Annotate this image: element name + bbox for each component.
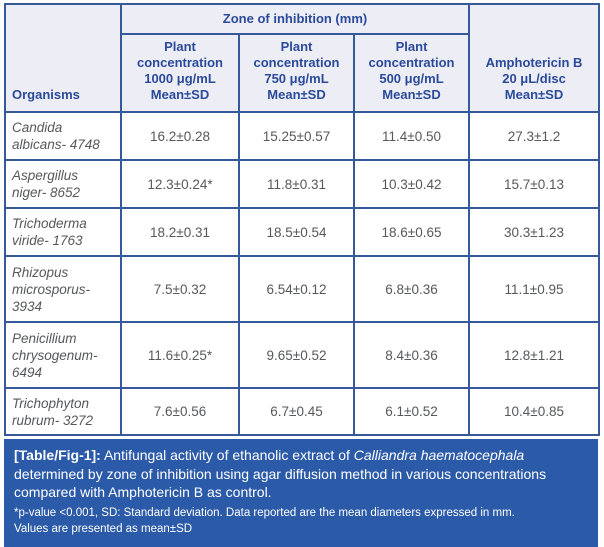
organism-cell: Candida albicans- 4748 [4,111,122,161]
value-cell: 10.4±0.85 [468,387,601,436]
value-cell: 30.3±1.23 [468,207,601,257]
table-row-aspergillus-niger: Aspergillus niger- 8652 12.3±0.24* 11.8±… [4,159,601,209]
organism-cell: Trichoderma viride- 1763 [4,207,122,257]
value-cell: 15.25±0.57 [238,111,355,161]
zone-of-inhibition-header: Zone of inhibition (mm) [119,3,471,35]
value-cell: 8.4±0.36 [352,321,471,389]
value-cell: 6.8±0.36 [352,255,471,323]
table-figure: Organisms Zone of inhibition (mm) Amphot… [4,3,601,547]
value-cell: 11.8±0.31 [238,159,355,209]
value-cell: 12.8±1.21 [468,321,601,389]
species-name: Calliandra haematocephala [353,447,525,463]
header-row-2: Plant concentration 1000 μg/mL Mean±SD P… [5,33,599,113]
value-cell: 16.2±0.28 [120,111,240,161]
value-cell: 6.7±0.45 [238,387,355,436]
organism-cell: Rhizopus microsporus- 3934 [4,255,122,323]
figure-caption: [Table/Fig-1]: Antifungal activity of et… [4,439,598,547]
organism-cell: Trichophyton rubrum- 3272 [4,387,122,436]
value-cell: 12.3±0.24* [120,159,240,209]
value-cell: 18.6±0.65 [352,207,471,257]
value-cell: 7.6±0.56 [120,387,240,436]
value-cell: 11.4±0.50 [352,111,471,161]
value-cell: 6.54±0.12 [238,255,355,323]
value-cell: 6.1±0.52 [352,387,471,436]
value-cell: 18.5±0.54 [238,207,355,257]
table-row-trichophyton-rubrum: Trichophyton rubrum- 3272 7.6±0.56 6.7±0… [4,387,601,436]
table-row-candida-albicans: Candida albicans- 4748 16.2±0.28 15.25±0… [4,111,601,161]
value-cell: 10.3±0.42 [352,159,471,209]
value-cell: 15.7±0.13 [468,159,601,209]
value-cell: 18.2±0.31 [120,207,240,257]
caption-text-before-species: Antifungal activity of ethanolic extract… [100,447,354,463]
caption-footnote: *p-value <0.001, SD: Standard deviation.… [14,506,515,536]
column-header-amphotericin-b: Amphotericin B 20 μL/disc Mean±SD [468,3,601,113]
column-header-concentration-750: Plant concentration 750 μg/mL Mean±SD [238,33,355,113]
value-cell: 7.5±0.32 [120,255,240,323]
table-row-trichoderma-viride: Trichoderma viride- 1763 18.2±0.31 18.5±… [4,207,601,257]
header-row-1: Organisms Zone of inhibition (mm) Amphot… [4,3,601,113]
value-cell: 27.3±1.2 [468,111,601,161]
organism-cell: Aspergillus niger- 8652 [4,159,122,209]
table-row-rhizopus-microsporus: Rhizopus microsporus- 3934 7.5±0.32 6.54… [4,255,601,323]
column-header-concentration-1000: Plant concentration 1000 μg/mL Mean±SD [120,33,240,113]
caption-text-after-species: determined by zone of inhibition using a… [14,465,547,501]
caption-text: [Table/Fig-1]: Antifungal activity of et… [14,446,588,502]
antifungal-activity-table: Organisms Zone of inhibition (mm) Amphot… [4,3,601,436]
value-cell: 9.65±0.52 [238,321,355,389]
value-cell: 11.1±0.95 [468,255,601,323]
table-row-penicillium-chrysogenum: Penicillium chrysogenum- 6494 11.6±0.25*… [4,321,601,389]
figure-label: [Table/Fig-1]: [14,447,101,463]
value-cell: 11.6±0.25* [120,321,240,389]
column-header-concentration-500: Plant concentration 500 μg/mL Mean±SD [352,33,471,113]
organism-cell: Penicillium chrysogenum- 6494 [4,321,122,389]
column-header-organisms: Organisms [4,3,122,113]
